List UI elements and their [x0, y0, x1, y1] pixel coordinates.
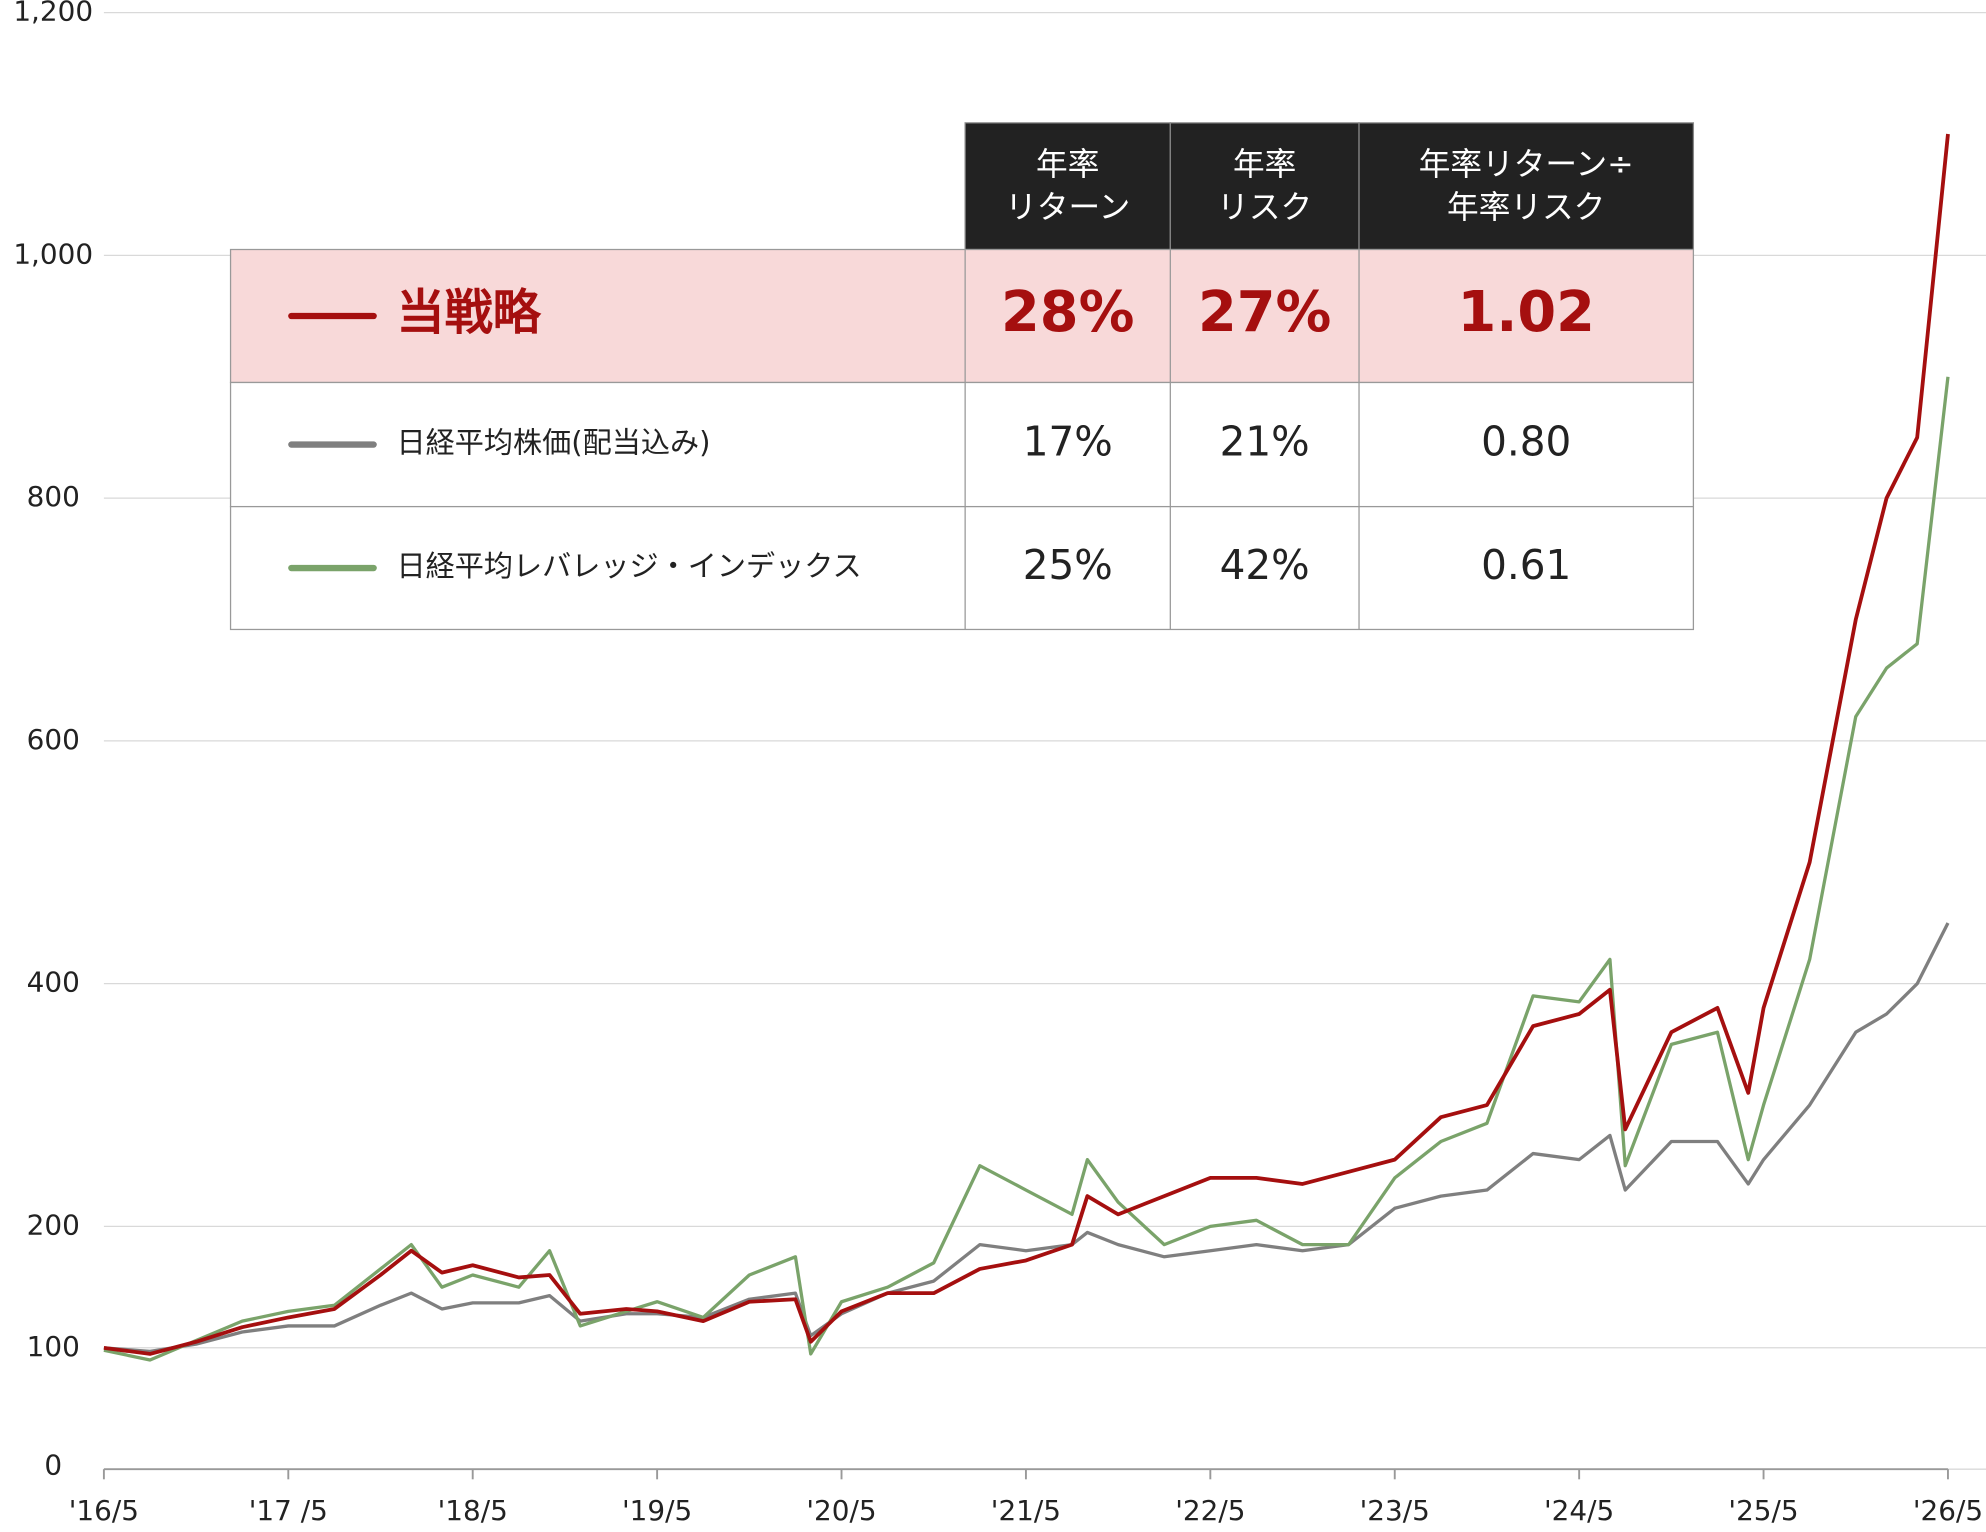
header-cell [1358, 122, 1695, 251]
x-tick-label: '24/5 [1544, 1494, 1614, 1527]
x-tick-label: '21/5 [991, 1494, 1061, 1527]
y-tick-label: 800 [27, 480, 80, 513]
table-value: 27% [1198, 280, 1331, 345]
x-tick-label: '26/5 [1913, 1494, 1983, 1527]
header-cell [1169, 122, 1360, 251]
y-tick-label: 100 [27, 1330, 80, 1363]
legend-label: 日経平均株価(配当込み) [396, 426, 710, 460]
header-text: リターン [1005, 190, 1130, 226]
table-value: 42% [1220, 541, 1310, 589]
y-tick-label: 200 [27, 1208, 80, 1241]
table-value: 0.61 [1481, 541, 1571, 589]
table-value: 28% [1001, 280, 1134, 345]
table-value: 25% [1023, 541, 1113, 589]
header-text: 年率 [1233, 147, 1296, 183]
x-tick-label: '17 /5 [249, 1494, 328, 1527]
x-tick-label: '18/5 [438, 1494, 508, 1527]
x-tick-label: '23/5 [1360, 1494, 1430, 1527]
table-value: 1.02 [1457, 280, 1594, 345]
legend-label: 日経平均レバレッジ・インデックス [396, 549, 861, 583]
x-tick-label: '16/5 [69, 1494, 139, 1527]
x-tick-label: '20/5 [806, 1494, 876, 1527]
table-value: 17% [1023, 418, 1113, 466]
y-tick-label: 1,000 [13, 237, 93, 270]
header-text: 年率リターン÷ [1419, 147, 1634, 183]
y-tick-label: 1,200 [13, 0, 93, 28]
x-tick-label: '19/5 [622, 1494, 692, 1527]
y-tick-label: 0 [44, 1449, 62, 1482]
table-value: 0.80 [1481, 418, 1571, 466]
header-text: 年率リスク [1447, 190, 1605, 226]
legend-label: 当戦略 [396, 285, 541, 341]
y-tick-label: 600 [27, 723, 80, 756]
header-text: 年率 [1036, 147, 1099, 183]
table-row [229, 381, 1695, 508]
series-line [103, 133, 1950, 1356]
series-line [103, 376, 1950, 1362]
y-tick-label: 400 [27, 966, 80, 999]
x-tick-label: '25/5 [1728, 1494, 1798, 1527]
header-text: リスク [1217, 190, 1312, 226]
header-cell [964, 122, 1171, 251]
series-line [103, 922, 1950, 1354]
table-value: 21% [1220, 418, 1310, 466]
x-tick-label: '22/5 [1175, 1494, 1245, 1527]
table-row [229, 505, 1695, 631]
